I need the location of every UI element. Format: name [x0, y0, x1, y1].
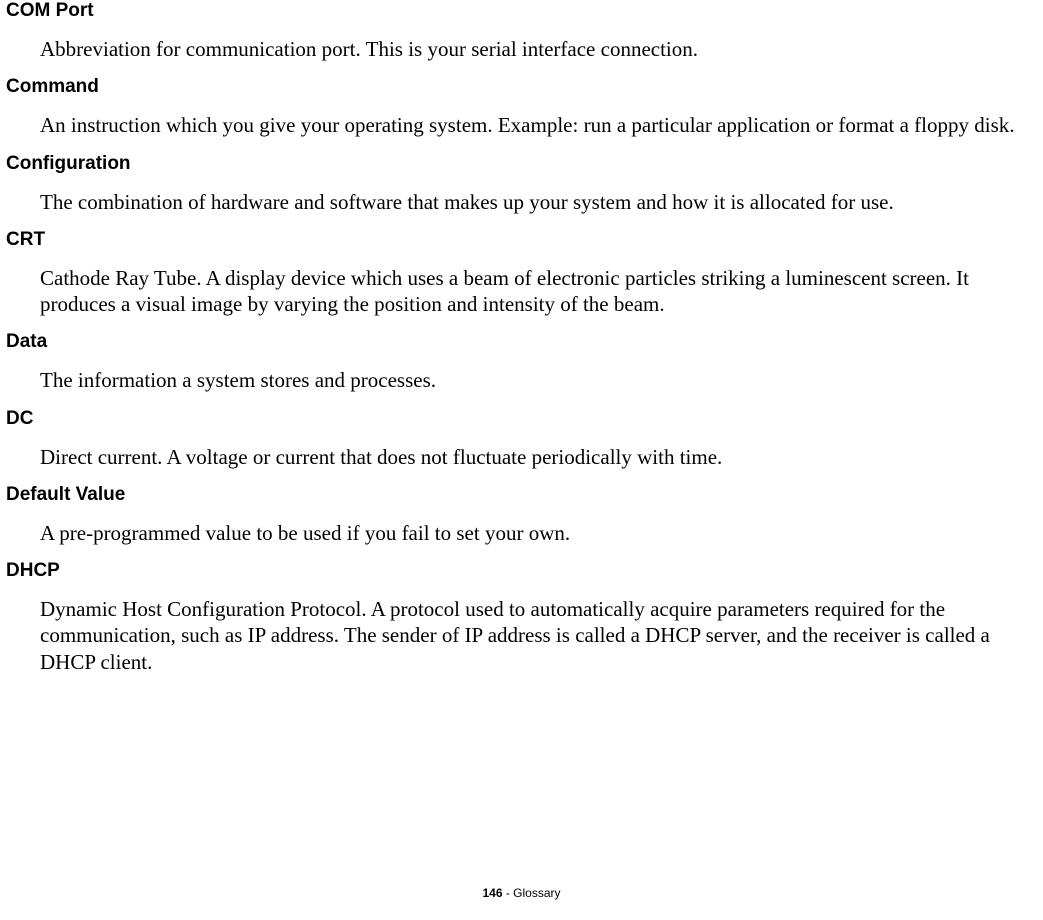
- glossary-term: Default Value: [6, 484, 1037, 506]
- glossary-term: DC: [6, 408, 1037, 430]
- footer-separator: -: [503, 886, 514, 900]
- glossary-term: Configuration: [6, 153, 1037, 175]
- page-number: 146: [482, 886, 502, 900]
- glossary-definition: A pre-programmed value to be used if you…: [40, 520, 1037, 546]
- glossary-definition: Dynamic Host Configuration Protocol. A p…: [40, 596, 1037, 675]
- glossary-term: COM Port: [6, 0, 1037, 22]
- glossary-definition: Direct current. A voltage or current tha…: [40, 444, 1037, 470]
- glossary-definition: Abbreviation for communication port. Thi…: [40, 36, 1037, 62]
- glossary-definition: Cathode Ray Tube. A display device which…: [40, 265, 1037, 318]
- glossary-definition: An instruction which you give your opera…: [40, 112, 1037, 138]
- glossary-content: COM Port Abbreviation for communication …: [0, 0, 1043, 675]
- glossary-term: Data: [6, 331, 1037, 353]
- glossary-term: DHCP: [6, 560, 1037, 582]
- glossary-term: Command: [6, 76, 1037, 98]
- glossary-definition: The information a system stores and proc…: [40, 367, 1037, 393]
- glossary-definition: The combination of hardware and software…: [40, 189, 1037, 215]
- page-footer: 146 - Glossary: [0, 886, 1043, 900]
- glossary-term: CRT: [6, 229, 1037, 251]
- footer-section: Glossary: [513, 886, 560, 900]
